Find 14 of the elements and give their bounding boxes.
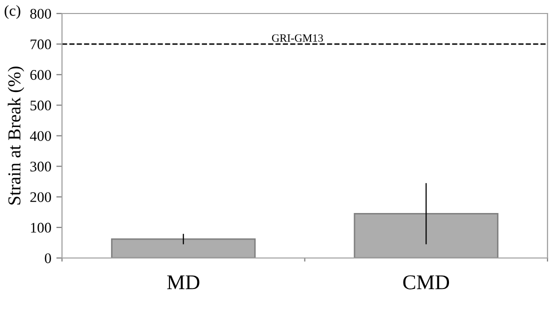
ref-line-label: GRI-GM13: [272, 34, 323, 42]
y-axis-title: Strain at Break (%): [8, 66, 24, 204]
y-tick-label: 200: [30, 192, 52, 202]
text: (c): [4, 5, 20, 19]
y-tick-label: 500: [30, 100, 52, 110]
y-tick-label: 700: [30, 39, 52, 50]
y-tick-label: 800: [30, 8, 52, 19]
y-tick-label: 100: [30, 222, 52, 233]
y-tick-label: 0: [44, 253, 52, 264]
y-tick-label: 400: [30, 131, 52, 141]
x-tick-label: MD: [167, 275, 200, 290]
y-tick-label: 600: [30, 70, 52, 80]
y-tick-label: 300: [30, 162, 52, 172]
x-tick-label: CMD: [403, 275, 450, 290]
